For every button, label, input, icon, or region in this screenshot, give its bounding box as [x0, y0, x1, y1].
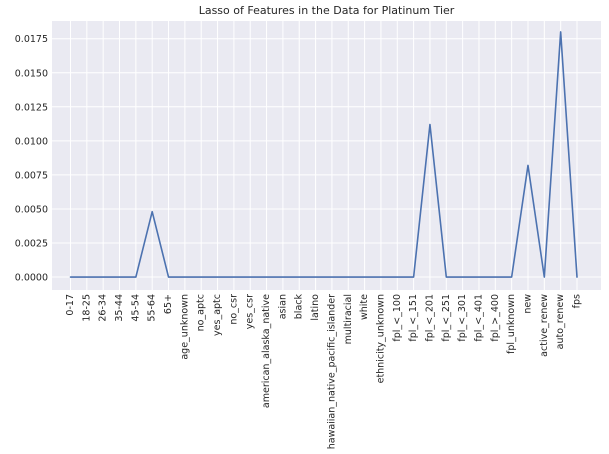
data-point — [543, 276, 545, 278]
data-point — [413, 276, 415, 278]
x-tick-label: fpl_>_400 — [490, 294, 501, 342]
x-tick-label: fps — [572, 294, 583, 308]
data-point — [347, 276, 349, 278]
x-tick-label: new — [522, 294, 533, 314]
y-tick-label: 0.0075 — [15, 170, 48, 181]
x-tick-label: 45-54 — [130, 294, 141, 322]
data-point — [168, 276, 170, 278]
x-tick-label: yes_csr — [245, 294, 256, 329]
x-tick-label: no_csr — [228, 294, 239, 325]
data-point — [364, 276, 366, 278]
x-tick-label: active_renew — [539, 294, 550, 357]
data-point — [380, 276, 382, 278]
y-axis-ticks: 0.0000 0.0025 0.0050 0.0075 0.0100 0.0125 0.01… — [15, 34, 48, 283]
x-tick-label: ethnicity_unknown — [375, 294, 386, 383]
data-point — [331, 276, 333, 278]
data-point — [266, 276, 268, 278]
x-tick-label: fpl_<_401 — [473, 294, 484, 342]
x-tick-label: hawaiian_native_pacific_islander — [326, 294, 337, 449]
data-point — [494, 276, 496, 278]
x-axis-ticks: 0-17 18-25 26-34 35-44 45-54 55-64 65+ age_unkn… — [65, 294, 583, 450]
data-point — [119, 276, 121, 278]
y-tick-label: 0.0000 — [15, 273, 48, 284]
y-tick-label: 0.0100 — [15, 136, 48, 147]
data-point — [298, 276, 300, 278]
y-tick-label: 0.0150 — [15, 68, 48, 79]
x-tick-label: auto_renew — [555, 294, 566, 350]
x-tick-label: age_unknown — [179, 294, 190, 360]
x-gridlines — [70, 21, 578, 290]
data-point — [102, 276, 104, 278]
x-tick-label: asian — [277, 294, 288, 319]
x-tick-label: 18-25 — [81, 294, 92, 322]
data-point — [478, 276, 480, 278]
chart-title: Lasso of Features in the Data for Platin… — [199, 4, 455, 17]
x-tick-label: 0-17 — [65, 294, 76, 316]
data-point — [184, 276, 186, 278]
x-tick-label: latino — [310, 294, 321, 321]
y-tick-label: 0.0175 — [15, 34, 48, 45]
data-point — [429, 124, 431, 126]
x-tick-label: fpl_<_201 — [424, 294, 435, 342]
x-tick-label: american_alaska_native — [261, 294, 272, 408]
data-point — [86, 276, 88, 278]
data-point — [200, 276, 202, 278]
x-tick-label: black — [294, 294, 305, 320]
data-point — [445, 276, 447, 278]
x-tick-label: fpl_<_151 — [408, 294, 419, 342]
data-point — [560, 31, 562, 33]
data-point — [315, 276, 317, 278]
x-tick-label: fpl_<_251 — [441, 294, 452, 342]
y-gridlines — [52, 38, 601, 278]
data-point — [151, 211, 153, 213]
plot-background — [52, 21, 601, 290]
y-tick-label: 0.0050 — [15, 204, 48, 215]
data-point — [233, 276, 235, 278]
data-point — [527, 164, 529, 166]
data-point — [217, 276, 219, 278]
x-tick-label: 65+ — [163, 294, 174, 314]
data-point — [70, 276, 72, 278]
x-tick-label: 55-64 — [147, 294, 158, 322]
x-tick-label: fpl_unknown — [506, 294, 517, 354]
x-tick-label: 35-44 — [114, 294, 125, 322]
x-tick-label: multiracial — [343, 294, 354, 344]
series-line — [69, 31, 578, 278]
data-point — [511, 276, 513, 278]
data-point — [249, 276, 251, 278]
data-point — [462, 276, 464, 278]
y-tick-label: 0.0025 — [15, 239, 48, 250]
x-tick-label: white — [359, 294, 370, 320]
data-point — [135, 276, 137, 278]
x-tick-label: fpl_<_100 — [392, 294, 403, 342]
x-tick-label: yes_aptc — [212, 294, 223, 336]
data-point — [282, 276, 284, 278]
data-point — [576, 276, 578, 278]
x-tick-label: no_aptc — [196, 294, 207, 331]
x-tick-label: fpl_<_301 — [457, 294, 468, 342]
data-point — [396, 276, 398, 278]
x-tick-label: 26-34 — [98, 294, 109, 322]
y-tick-label: 0.0125 — [15, 102, 48, 113]
